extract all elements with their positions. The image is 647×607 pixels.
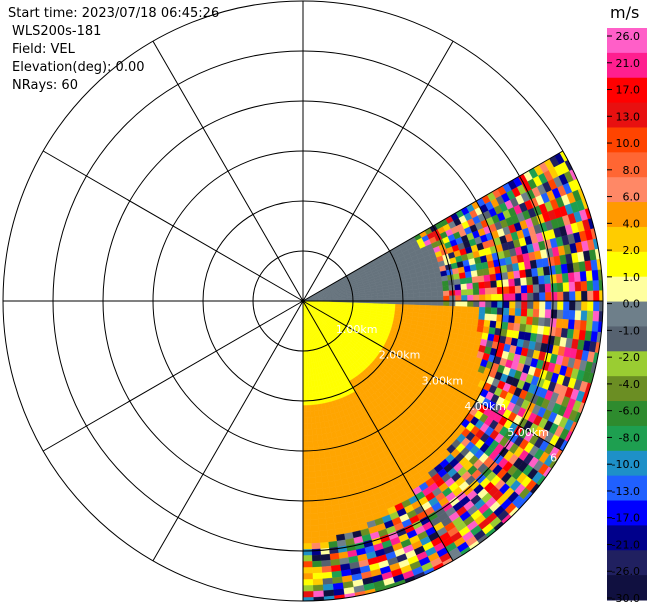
colorbar-tick-label: -8.0 [619,431,640,444]
colorbar-tick-label: 17.0 [616,84,641,97]
colorbar-tick-label: -6.0 [619,405,640,418]
colorbar-tick-label: -13.0 [612,485,640,498]
colorbar-tick-label: -30.0 [612,592,640,605]
colorbar-title: m/s [610,3,639,22]
colorbar-tick-label: -26.0 [612,565,640,578]
colorbar-tick-label: 0.0 [623,298,641,311]
colorbar-tick-label: 10.0 [616,137,641,150]
colorbar-tick-label: -1.0 [619,324,640,337]
colorbar-tick-label: -21.0 [612,538,640,551]
colorbar-tick-label: 6.0 [623,191,641,204]
colorbar-tick-label: 13.0 [616,110,641,123]
colorbar-tick-label: 8.0 [623,164,641,177]
colorbar-tick-label: 4.0 [623,217,641,230]
velocity-sector [302,150,604,602]
colorbar-tick-label: -2.0 [619,351,640,364]
colorbar-tick-label: 26.0 [616,30,641,43]
colorbar-tick-label: -10.0 [612,458,640,471]
colorbar-tick-label: -4.0 [619,378,640,391]
colorbar-tick-label: 1.0 [623,271,641,284]
colorbar-tick-label: 21.0 [616,57,641,70]
colorbar-tick-label: -17.0 [612,512,640,525]
colorbar-tick-label: 2.0 [623,244,641,257]
